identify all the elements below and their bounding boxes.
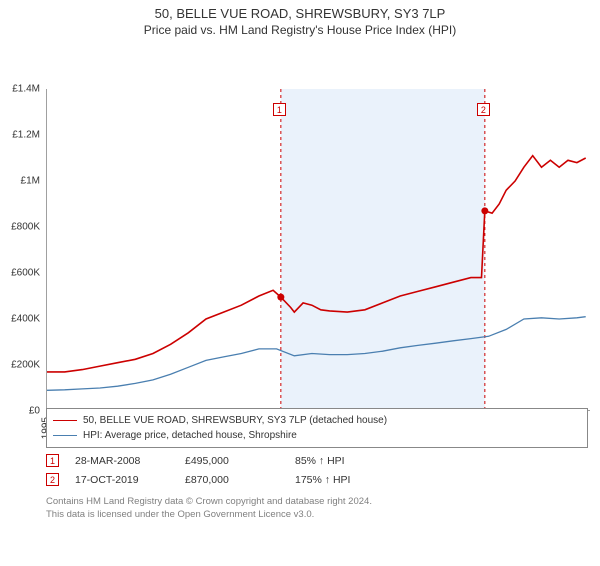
- chart-title-line2: Price paid vs. HM Land Registry's House …: [0, 23, 600, 37]
- legend-row: HPI: Average price, detached house, Shro…: [53, 428, 581, 443]
- event-cell: £495,000: [185, 455, 295, 467]
- footnote-line1: Contains HM Land Registry data © Crown c…: [46, 496, 372, 507]
- legend-swatch: [53, 420, 77, 421]
- y-tick-label: £800K: [11, 222, 40, 233]
- event-cell: £870,000: [185, 474, 295, 486]
- event-cell: 17-OCT-2019: [75, 474, 185, 486]
- y-tick-label: £1.2M: [12, 130, 40, 141]
- footnote-line2: This data is licensed under the Open Gov…: [46, 509, 314, 520]
- y-tick-label: £1M: [21, 176, 40, 187]
- chart-area: £0£200K£400K£600K£800K£1M£1.2M£1.4M 1995…: [0, 43, 600, 451]
- footnote-text: Contains HM Land Registry data © Crown c…: [46, 496, 372, 522]
- legend-row: 50, BELLE VUE ROAD, SHREWSBURY, SY3 7LP …: [53, 413, 581, 428]
- y-tick-label: £200K: [11, 360, 40, 371]
- chart-title-line1: 50, BELLE VUE ROAD, SHREWSBURY, SY3 7LP: [0, 6, 600, 21]
- event-cell: 28-MAR-2008: [75, 455, 185, 467]
- event-cell: 85% ↑ HPI: [295, 455, 405, 467]
- legend-label: 50, BELLE VUE ROAD, SHREWSBURY, SY3 7LP …: [83, 413, 387, 428]
- events-table: 1 28-MAR-2008£495,00085% ↑ HPI 2 17-OCT-201…: [46, 448, 405, 486]
- event-marker-box: 2: [46, 473, 59, 486]
- chart-marker-2: 2: [477, 103, 490, 116]
- event-row: 2 17-OCT-2019£870,000175% ↑ HPI: [46, 473, 405, 486]
- event-row: 1 28-MAR-2008£495,00085% ↑ HPI: [46, 454, 405, 467]
- y-tick-label: £400K: [11, 314, 40, 325]
- legend-swatch: [53, 435, 77, 436]
- legend-label: HPI: Average price, detached house, Shro…: [83, 428, 297, 443]
- y-tick-label: £0: [29, 406, 40, 417]
- y-axis-labels: £0£200K£400K£600K£800K£1M£1.2M£1.4M: [0, 89, 44, 411]
- y-tick-label: £600K: [11, 268, 40, 279]
- chart-marker-1: 1: [273, 103, 286, 116]
- event-cell: 175% ↑ HPI: [295, 474, 405, 486]
- event-marker-box: 1: [46, 454, 59, 467]
- legend-box: 50, BELLE VUE ROAD, SHREWSBURY, SY3 7LP …: [46, 408, 588, 448]
- y-tick-label: £1.4M: [12, 84, 40, 95]
- plot-svg: [46, 89, 590, 411]
